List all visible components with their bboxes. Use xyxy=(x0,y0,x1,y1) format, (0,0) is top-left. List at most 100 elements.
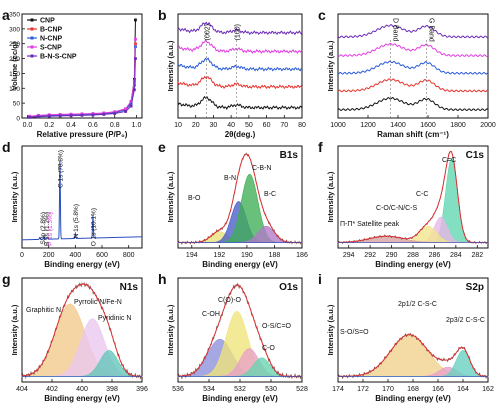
x-axis-label: Relative pressure (P/P₀) xyxy=(37,130,128,139)
data-point xyxy=(134,18,137,22)
panel-title: C1s xyxy=(466,150,485,161)
x-tick-label: 188 xyxy=(269,252,281,259)
legend-marker xyxy=(30,45,34,49)
panel-title: B1s xyxy=(280,150,299,161)
component-label: C(O)-O xyxy=(218,297,241,304)
legend-label: N-CNP xyxy=(40,36,62,43)
data-point xyxy=(69,114,73,118)
x-tick-label: 400 xyxy=(76,386,88,393)
raw-spectrum xyxy=(337,332,489,380)
panel-title: O1s xyxy=(279,282,298,293)
raman-spectrum xyxy=(337,60,489,75)
x-tick-label: 800 xyxy=(123,252,135,259)
data-point xyxy=(91,112,95,115)
x-tick-label: 192 xyxy=(213,252,225,259)
data-point xyxy=(28,116,32,119)
x-tick-label: 164 xyxy=(457,386,469,393)
x-tick-label: 286 xyxy=(429,252,441,259)
x-tick-label: 80 xyxy=(298,122,306,129)
x-tick-label: 30 xyxy=(210,122,218,129)
data-point xyxy=(47,114,51,118)
data-point xyxy=(113,110,117,114)
x-tick-label: 534 xyxy=(203,386,215,393)
data-point xyxy=(91,113,95,117)
y-tick-label: 150 xyxy=(9,71,20,78)
panel-h: h 536 534 532 530 528 Binding energy (eV) Inten… xyxy=(158,271,308,403)
component-label: C-O xyxy=(262,345,275,352)
panel-c: c 1000 1200 1400 1600 1800 2000 Raman shift (cm… xyxy=(318,7,496,139)
component-label: Graphitic N xyxy=(26,307,61,314)
x-tick-label: 0.4 xyxy=(66,122,76,129)
data-point xyxy=(47,113,51,117)
plot-frame xyxy=(21,145,143,249)
fit-envelope xyxy=(177,153,303,243)
x-tick-label: 530 xyxy=(265,386,277,393)
x-tick-label: 404 xyxy=(16,386,28,393)
y-axis-label: Intensity (a.u.) xyxy=(10,304,19,355)
peak-label: (002) xyxy=(204,24,211,40)
y-tick-label: 0 xyxy=(16,116,20,123)
plot-frame xyxy=(337,13,489,119)
panel-letter: i xyxy=(318,271,322,287)
raw-spectrum xyxy=(337,150,489,245)
component-label: C-C xyxy=(416,191,428,198)
x-tick-label: 0.0 xyxy=(23,122,33,129)
x-tick-label: 292 xyxy=(364,252,376,259)
data-point xyxy=(58,114,62,118)
x-axis-label: Binding energy (eV) xyxy=(202,394,278,403)
x-tick-label: 600 xyxy=(96,252,108,259)
plot-frame xyxy=(177,145,303,249)
x-tick-label: 10 xyxy=(174,122,182,129)
panel-letter: f xyxy=(318,139,323,155)
x-tick-label: 162 xyxy=(482,386,494,393)
xrd-pattern xyxy=(177,21,303,36)
data-point xyxy=(58,113,62,116)
fit-envelope xyxy=(21,283,143,377)
xrd-pattern xyxy=(177,39,303,54)
x-tick-label: 190 xyxy=(241,252,253,259)
legend-marker xyxy=(30,18,34,22)
raman-spectrum xyxy=(337,24,489,39)
component-label: C-O/C-N/C-S xyxy=(376,205,418,212)
x-axis-label: Binding energy (eV) xyxy=(44,394,120,403)
component-label: 2p3/2 C-S-C xyxy=(446,317,485,324)
y-tick-label: 200 xyxy=(9,56,20,63)
component-label: S-O/S=O xyxy=(340,329,369,336)
panel-e: e 194 192 190 188 186 Binding energy (eV) Inten… xyxy=(158,139,308,269)
x-tick-label: 1600 xyxy=(420,122,436,129)
data-point xyxy=(132,88,136,92)
y-axis-label: Intensity (a.u.) xyxy=(166,40,175,91)
raman-spectrum xyxy=(337,78,489,93)
component-label: Pyrrolic N/Fe-N xyxy=(74,299,122,306)
panel-b: b 10 20 30 40 50 60 70 80 2θ(deg.) Intensity (a.u.… xyxy=(158,7,306,139)
x-tick-label: 396 xyxy=(136,386,148,393)
xrd-pattern xyxy=(177,95,303,111)
plot-frame xyxy=(21,13,143,119)
y-axis-label: Volume (cc/g) xyxy=(10,41,19,90)
panel-title: S2p xyxy=(466,282,484,293)
raman-spectrum xyxy=(337,96,489,112)
panel-letter: c xyxy=(318,7,326,23)
panel-letter: h xyxy=(158,271,167,287)
element-label: C 1s (78.8%) xyxy=(58,150,65,188)
x-tick-label: 288 xyxy=(407,252,419,259)
x-axis-label: 2θ(deg.) xyxy=(225,130,256,139)
element-label: O 1s (10.1%) xyxy=(91,208,98,246)
y-tick-label: 250 xyxy=(9,41,20,48)
legend-label: CNP xyxy=(40,18,55,25)
y-axis-label: Intensity (a.u.) xyxy=(10,171,19,222)
y-axis-label: Intensity (a.u.) xyxy=(326,304,335,355)
series-line xyxy=(29,58,136,118)
xrd-pattern xyxy=(177,57,303,72)
x-tick-label: 2000 xyxy=(480,122,496,129)
x-tick-label: 70 xyxy=(280,122,288,129)
peak-label: (100) xyxy=(234,24,241,40)
data-point xyxy=(124,107,128,111)
x-tick-label: 294 xyxy=(343,252,355,259)
x-tick-label: 1200 xyxy=(360,122,376,129)
data-point xyxy=(134,57,137,60)
component-label: 2p1/2 C-S-C xyxy=(398,301,437,308)
x-tick-label: 0.8 xyxy=(110,122,120,129)
series-line xyxy=(29,19,136,118)
